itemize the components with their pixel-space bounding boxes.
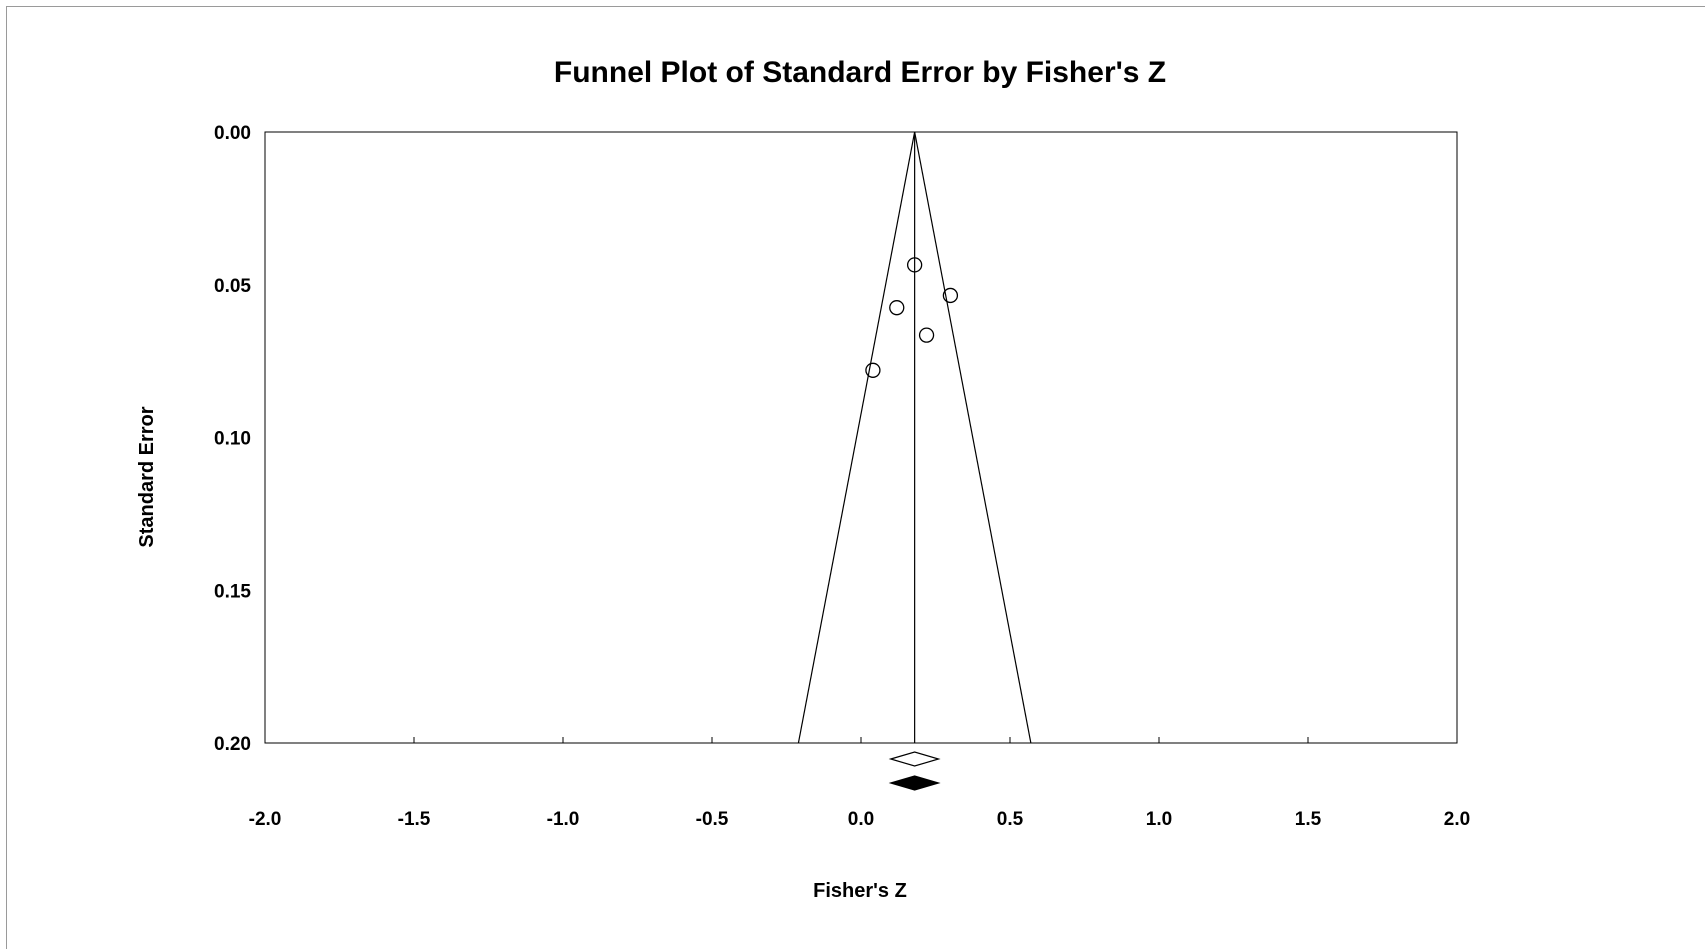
chart-frame (6, 6, 1705, 949)
x-tick-label: -1.5 (398, 809, 431, 830)
y-tick-label: 0.00 (214, 123, 251, 144)
plot-area (264, 131, 1458, 744)
x-tick-label: 0.0 (848, 809, 874, 830)
study-point (889, 300, 905, 316)
x-tick-label: 1.0 (1146, 809, 1172, 830)
y-tick-label: 0.20 (214, 734, 251, 755)
study-point (942, 287, 959, 304)
y-tick-label: 0.10 (214, 429, 251, 450)
summary-diamonds (888, 751, 941, 791)
observed-summary-diamond (888, 751, 941, 767)
x-tick-label: -1.0 (547, 809, 580, 830)
y-tick-label: 0.05 (214, 276, 251, 297)
x-tick-label: -2.0 (249, 809, 282, 830)
study-point (918, 327, 935, 343)
imputed-summary-diamond (888, 775, 941, 791)
x-tick-label: 0.5 (997, 809, 1024, 830)
study-point (865, 362, 881, 378)
study-point (906, 257, 923, 273)
funnel-right-limit (914, 131, 1032, 744)
x-axis-label: Fisher's Z (813, 880, 907, 902)
y-tick-label: 0.15 (214, 581, 251, 602)
funnel-left-limit (797, 131, 916, 744)
y-axis-label: Standard Error (136, 406, 158, 547)
y-axis-ticks: 0.00 0.05 0.10 0.15 0.20 (214, 123, 251, 755)
x-tick-label: 2.0 (1444, 809, 1470, 830)
chart-title: Funnel Plot of Standard Error by Fisher'… (554, 56, 1166, 89)
study-points (865, 257, 959, 378)
funnel-lines (797, 131, 1032, 744)
x-axis-ticks: -2.0 -1.5 -1.0 -0.5 0.0 0.5 1.0 1.5 2.0 (249, 737, 1470, 830)
x-tick-label: 1.5 (1295, 809, 1322, 830)
x-tick-label: -0.5 (696, 809, 729, 830)
